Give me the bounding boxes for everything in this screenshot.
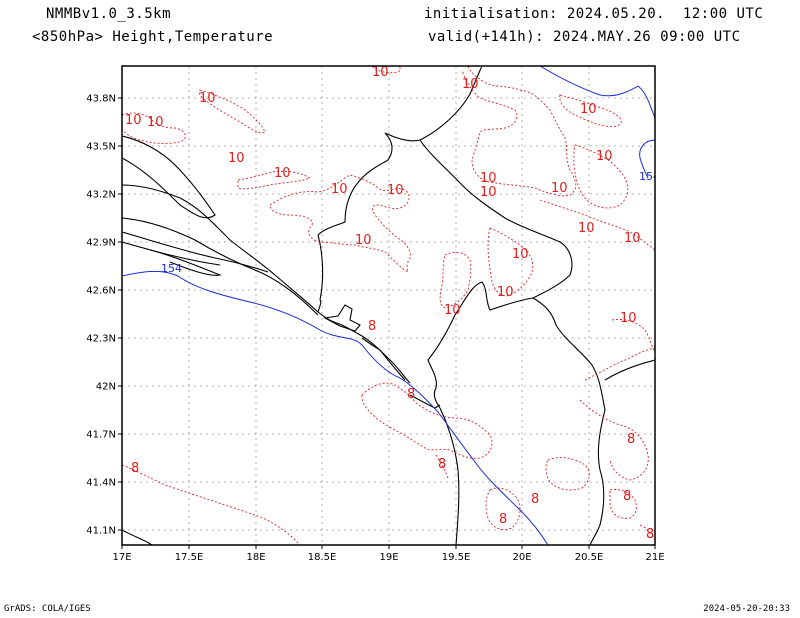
temperature-label: 10 <box>620 311 637 326</box>
lon-tick-label: 19E <box>379 552 398 563</box>
temperature-label: 8 <box>499 512 507 527</box>
model-title: NMMBv1.0_3.5km <box>46 6 172 22</box>
height-contours <box>122 66 655 545</box>
lon-tick-label: 17.5E <box>175 552 204 563</box>
lat-tick-label: 42.6N <box>86 286 116 297</box>
lat-tick-label: 43.5N <box>86 142 116 153</box>
temperature-label: 10 <box>199 91 216 106</box>
lon-tick-label: 19.5E <box>442 552 471 563</box>
height-label: 154 <box>639 170 660 183</box>
temperature-label: 8 <box>438 457 446 472</box>
lat-tick-label: 41.4N <box>86 478 116 489</box>
temperature-label-layer: 10 10 10 10 10 10 10 10 10 10 10 10 10 1… <box>125 65 654 542</box>
temperature-label: 10 <box>596 149 613 164</box>
temperature-label: 10 <box>355 233 372 248</box>
temperature-label: 8 <box>407 387 415 402</box>
temperature-label: 8 <box>368 319 376 334</box>
temperature-label: 10 <box>462 77 479 92</box>
lon-tick-label: 17E <box>112 552 131 563</box>
lat-tick-label: 41.1N <box>86 526 116 537</box>
temperature-label: 10 <box>580 102 597 117</box>
temperature-label: 10 <box>147 115 164 130</box>
lat-tick-label: 42.9N <box>86 238 116 249</box>
temperature-label: 10 <box>444 303 461 318</box>
valid-time: valid(+141h): 2024.MAY.26 09:00 UTC <box>428 29 741 45</box>
temperature-label: 10 <box>125 113 142 128</box>
lon-tick-label: 18E <box>246 552 265 563</box>
temperature-label: 10 <box>228 151 245 166</box>
lon-tick-label: 20.5E <box>575 552 604 563</box>
footer-timestamp: 2024-05-20-20:33 <box>703 604 790 614</box>
temperature-label: 8 <box>646 527 654 542</box>
lat-tick-label: 42N <box>96 382 116 393</box>
height-label-layer: 154 154 <box>161 170 660 275</box>
initialisation-time: initialisation: 2024.05.20. 12:00 UTC <box>424 6 764 22</box>
temperature-label: 10 <box>331 182 348 197</box>
lat-tick-label: 42.3N <box>86 334 116 345</box>
temperature-label: 8 <box>623 489 631 504</box>
temperature-label: 10 <box>551 181 568 196</box>
lon-tick-label: 21E <box>645 552 664 563</box>
latitude-axis: 43.8N 43.5N 43.2N 42.9N 42.6N 42.3N 42N 41.7N 41… <box>86 94 122 537</box>
temperature-label: 10 <box>274 166 291 181</box>
temperature-label: 10 <box>372 65 389 80</box>
height-label: 154 <box>161 262 182 275</box>
lat-tick-label: 41.7N <box>86 430 116 441</box>
temperature-label: 10 <box>387 183 404 198</box>
lon-tick-label: 18.5E <box>308 552 337 563</box>
temperature-label: 10 <box>497 285 514 300</box>
temperature-label: 10 <box>512 247 529 262</box>
lon-tick-label: 20E <box>512 552 531 563</box>
temperature-label: 8 <box>531 492 539 507</box>
temperature-label: 10 <box>578 221 595 236</box>
temperature-label: 10 <box>624 231 641 246</box>
temperature-label: 8 <box>131 461 139 476</box>
coastline-borders <box>122 66 655 545</box>
longitude-axis: 17E 17.5E 18E 18.5E 19E 19.5E 20E 20.5E 21E <box>112 545 665 563</box>
product-title: <850hPa> Height,Temperature <box>32 29 274 45</box>
lat-tick-label: 43.2N <box>86 190 116 201</box>
lat-tick-label: 43.8N <box>86 94 116 105</box>
temperature-label: 10 <box>480 171 497 186</box>
temperature-contours <box>122 66 655 545</box>
footer-credit: GrADS: COLA/IGES <box>4 604 91 614</box>
temperature-label: 8 <box>627 432 635 447</box>
temperature-label: 10 <box>480 185 497 200</box>
